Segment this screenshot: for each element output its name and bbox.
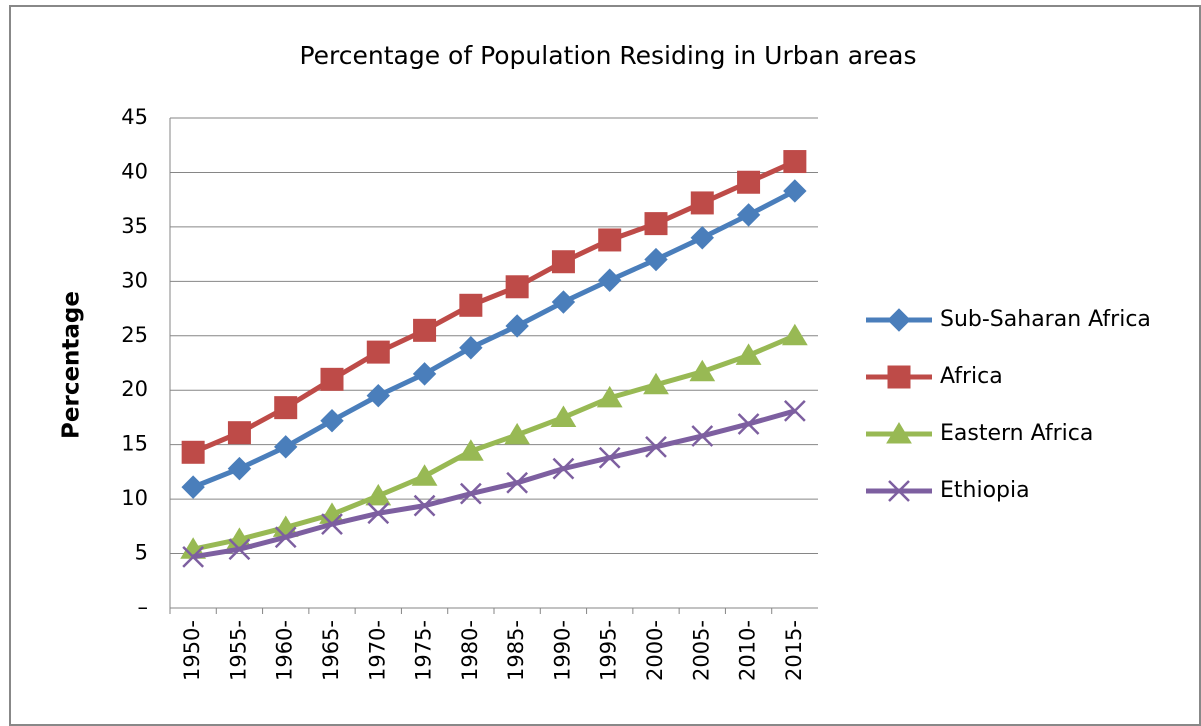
marker [886,422,912,444]
marker [551,290,576,314]
legend-label: Sub-Saharan Africa [940,307,1151,332]
marker [274,396,298,420]
x-tick-label: 2010- [736,620,760,681]
legend-label: Eastern Africa [940,421,1093,446]
y-tick-label: 20 [121,377,148,401]
marker [691,425,714,447]
marker [644,212,668,236]
marker [552,457,575,480]
x-tick-label: 1990- [550,620,574,681]
marker [274,435,298,459]
marker [457,439,484,461]
marker [690,191,714,215]
marker [598,446,621,469]
y-tick-label: 30 [121,268,148,292]
x-tick-label: 1985- [504,620,528,681]
marker [227,421,251,445]
y-tick-label: 10 [121,486,148,510]
marker [505,275,529,299]
x-tick-label: 1970- [365,620,389,681]
x-tick-label: 1980- [458,620,482,681]
marker [504,422,531,445]
marker [644,247,668,272]
y-tick-label: 15 [121,432,148,456]
marker [413,494,436,517]
marker [781,323,808,346]
y-tick-label: 5 [135,541,148,565]
marker [596,385,623,408]
marker [690,226,714,250]
marker [459,293,483,317]
marker [506,471,529,494]
y-tick-label: 40 [121,159,148,183]
series [182,400,806,568]
legend-label: Africa [940,364,1003,389]
marker [887,308,911,332]
series-line [192,408,796,560]
x-tick-label: 1960- [273,620,297,681]
marker [505,314,529,338]
x-tick-label: 2015- [782,620,806,681]
marker [413,318,437,342]
chart-frame [9,5,1201,726]
marker [227,456,252,481]
series [180,323,808,559]
x-tick-label: 1995- [597,620,621,681]
marker [737,413,760,435]
marker [321,513,343,536]
marker [320,409,344,433]
marker [366,383,390,408]
marker [645,435,667,458]
marker [412,362,437,386]
x-tick-label: 1950- [180,620,204,681]
marker [783,150,807,174]
marker [367,502,390,525]
y-axis-label: Percentage [59,291,85,439]
y-tick-label: 35 [121,214,148,238]
x-tick-label: 1965- [319,620,343,681]
marker [181,440,205,464]
marker [366,340,390,364]
marker [411,464,438,486]
y-tick-label: 25 [121,323,148,347]
marker [228,538,251,561]
marker [320,367,344,391]
marker [735,343,762,365]
marker [598,228,622,252]
marker [181,475,205,499]
marker [887,365,911,389]
x-tick-label: 2000- [643,620,667,681]
marker [736,203,761,227]
marker [365,483,392,506]
y-tick-label: 45 [121,105,148,129]
x-tick-label: 1955- [226,620,250,681]
marker [459,336,483,360]
marker [598,268,622,292]
series [181,179,807,499]
marker [888,480,910,502]
marker [550,405,577,427]
x-tick-label: 1975- [412,620,436,681]
marker [783,400,806,422]
x-tick-label: 2005- [689,620,713,681]
series [181,150,807,464]
marker [182,545,205,568]
chart-title: Percentage of Population Residing in Urb… [299,41,916,70]
marker [551,250,575,274]
marker [737,170,761,194]
marker [643,372,669,395]
marker [783,179,807,203]
legend-label: Ethiopia [940,478,1030,503]
y-tick-label: – [138,595,149,619]
marker [689,359,716,382]
marker [274,526,297,549]
marker [459,482,482,505]
